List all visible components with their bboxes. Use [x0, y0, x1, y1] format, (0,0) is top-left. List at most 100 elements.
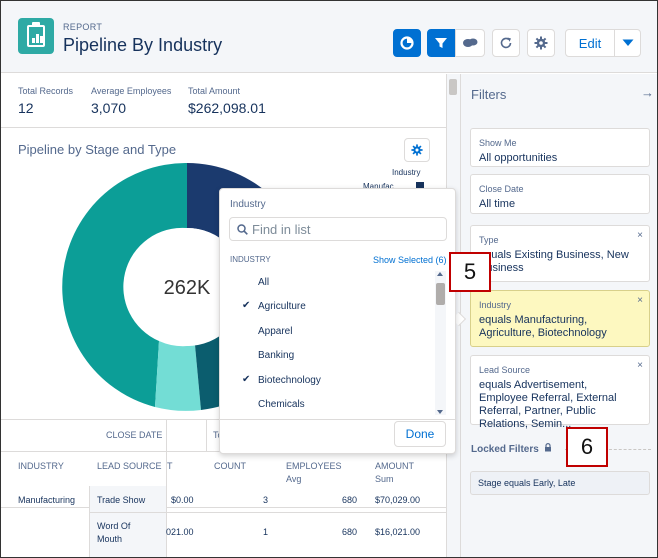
cell-employees: 680 [342, 527, 358, 537]
filter-show-me[interactable]: Show Me All opportunities [470, 128, 650, 167]
group-header-close-date: CLOSE DATE [106, 430, 163, 440]
filters-title: Filters [471, 87, 507, 102]
dropdown-item-agriculture[interactable]: ✔ Agriculture [220, 295, 435, 319]
filter-label: Close Date [479, 184, 524, 194]
filter-icon [435, 38, 447, 48]
col-count[interactable]: COUNT [214, 461, 246, 471]
chart-toggle-button[interactable] [393, 29, 421, 57]
cell-industry: Manufacturing [18, 495, 76, 505]
chart-settings-button[interactable] [404, 138, 430, 162]
remove-filter-icon[interactable]: × [637, 295, 643, 306]
chat-icon [463, 38, 478, 47]
summary-total-amount: Total Amount $262,098.01 [188, 86, 266, 116]
filter-label: Industry [479, 300, 512, 310]
dropdown-divider [220, 419, 455, 420]
filter-button[interactable] [427, 29, 455, 57]
scroll-down-icon[interactable] [437, 410, 443, 414]
summary-average-employees: Average Employees 3,070 [91, 86, 171, 116]
settings-button[interactable] [527, 29, 555, 57]
gear-icon [411, 144, 423, 156]
dropdown-column-label: INDUSTRY [230, 255, 271, 264]
donut-slice-light[interactable] [155, 341, 201, 411]
search-input[interactable] [252, 220, 442, 238]
col-industry[interactable]: INDUSTRY [18, 461, 64, 471]
col-amount[interactable]: AMOUNT [375, 461, 414, 471]
edit-button[interactable]: Edit [565, 29, 615, 57]
cell-amount: $70,029.00 [375, 495, 421, 505]
filter-value: equals Existing Business, New Business [479, 249, 629, 274]
dropdown-item-apparel[interactable]: Apparel [220, 320, 435, 344]
dropdown-item-label: Agriculture [258, 301, 306, 312]
locked-divider [565, 449, 651, 450]
summary-total-records: Total Records 12 [18, 86, 73, 116]
dropdown-scrollbar-thumb[interactable] [436, 283, 445, 305]
check-icon: ✔ [242, 374, 251, 385]
dropdown-item-biotechnology[interactable]: ✔ Biotechnology [220, 369, 435, 393]
remove-filter-icon[interactable]: × [637, 360, 643, 371]
cell-partial: $0.00 [171, 495, 194, 505]
col-amount-sub: Sum [375, 474, 394, 484]
filter-value: equals Manufacturing, Agriculture, Biote… [479, 314, 607, 339]
filter-label: Type [479, 235, 499, 245]
refresh-button[interactable] [492, 29, 520, 57]
filters-panel: Filters → Show Me All opportunities Clos… [460, 74, 657, 557]
filter-value: equals Advertisement, Employee Referral,… [479, 379, 617, 430]
dropdown-item-label: Banking [258, 350, 295, 361]
remove-filter-icon[interactable]: × [637, 230, 643, 241]
col-partial[interactable]: T [167, 461, 173, 471]
lock-icon [545, 443, 551, 452]
filter-close-date[interactable]: Close Date All time [470, 174, 650, 214]
scroll-up-icon[interactable] [437, 272, 443, 276]
dropdown-item-label: Biotechnology [258, 375, 321, 386]
filter-lead-source[interactable]: Lead Source equals Advertisement, Employ… [470, 355, 650, 430]
cell-partial: 021.00 [166, 527, 194, 537]
dropdown-item-chemicals[interactable]: Chemicals [220, 393, 435, 417]
filter-label: Lead Source [479, 365, 531, 375]
legend-entry: Manufac... [363, 182, 401, 191]
callout-5: 5 [449, 252, 491, 292]
summary-label: Total Amount [188, 86, 241, 96]
chart-toggle-icon [400, 36, 414, 50]
dropdown-title: Industry [230, 199, 266, 210]
filter-label: Show Me [479, 138, 517, 148]
summary-label: Total Records [18, 86, 74, 96]
report-summary: Total Records 12 Average Employees 3,070… [1, 74, 446, 128]
main-scrollbar-thumb[interactable] [449, 79, 457, 95]
dropdown-list: All ✔ Agriculture Apparel Banking ✔ Biot… [220, 271, 435, 417]
dropdown-item-banking[interactable]: Banking [220, 344, 435, 368]
done-button[interactable]: Done [394, 421, 446, 447]
cell-count: 1 [263, 527, 269, 537]
dropdown-scrollbar[interactable] [435, 271, 446, 415]
summary-value: $262,098.01 [188, 100, 266, 116]
locked-filter-stage: Stage equals Early, Late [470, 471, 650, 495]
col-employees-sub: Avg [286, 474, 302, 484]
industry-dropdown: Industry INDUSTRY Show Selected (6) All … [219, 188, 456, 454]
report-header: REPORT Pipeline By Industry [1, 1, 657, 73]
dropdown-item-all[interactable]: All [220, 271, 435, 295]
filter-industry[interactable]: Industry equals Manufacturing, Agricultu… [470, 290, 650, 347]
edit-menu-button[interactable] [614, 29, 641, 57]
group-header-partial: To [213, 430, 223, 440]
search-icon [237, 224, 248, 235]
page-title: Pipeline By Industry [63, 35, 223, 55]
dropdown-search [229, 217, 447, 241]
cell-lead-source: Word Of Mouth [97, 521, 131, 544]
filter-type[interactable]: Type equals Existing Business, New Busin… [470, 225, 650, 282]
chevron-down-icon [622, 39, 633, 46]
filter-value: All opportunities [479, 152, 558, 164]
legend-swatch [416, 182, 424, 190]
donut-slice-teal[interactable] [62, 163, 187, 407]
callout-6: 6 [566, 427, 608, 467]
summary-value: 12 [18, 100, 34, 116]
summary-value: 3,070 [91, 100, 127, 116]
locked-filters-title: Locked Filters [471, 444, 539, 455]
legend-title: Industry [392, 168, 421, 177]
feed-button[interactable] [455, 29, 485, 57]
table-column-header: INDUSTRY LEAD SOURCE T COUNT EMPLOYEES A… [1, 452, 446, 508]
col-employees[interactable]: EMPLOYEES [286, 461, 342, 471]
report-icon [18, 18, 54, 54]
col-lead-source[interactable]: LEAD SOURCE [97, 461, 162, 471]
collapse-arrow-icon[interactable]: → [641, 85, 654, 100]
show-selected-link[interactable]: Show Selected (6) [373, 255, 447, 265]
